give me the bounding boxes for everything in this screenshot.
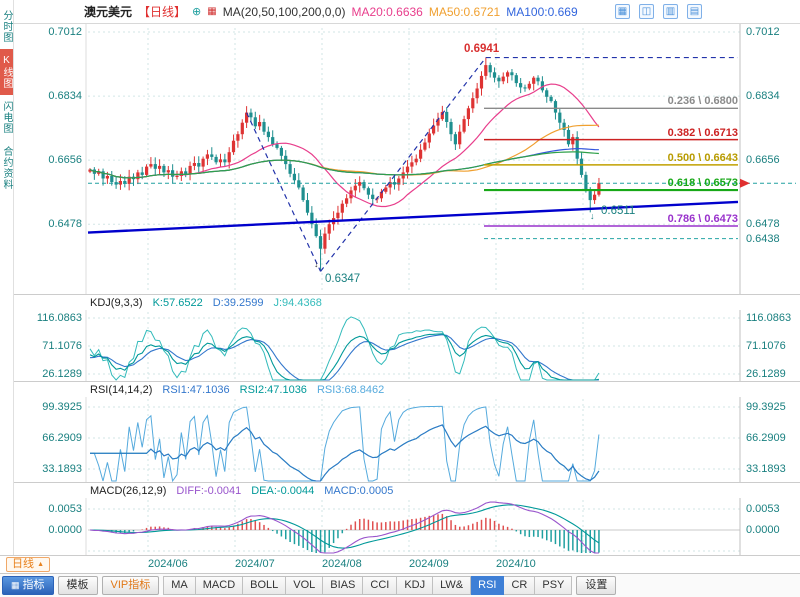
ma50-value: MA50:0.6721 xyxy=(428,4,501,19)
period-label: 【日线】 xyxy=(138,5,187,19)
price-axis-label: 0.6478 xyxy=(48,218,82,230)
layout-split-icon[interactable]: ▤ xyxy=(687,4,702,19)
toolbar-template-button[interactable]: 模板 xyxy=(57,576,98,595)
kdj-axis-label: 71.1076 xyxy=(746,340,786,352)
fib-level-0618: 0.618 \ 0.6573 xyxy=(667,177,738,189)
ma20-value: MA20:0.6636 xyxy=(351,4,423,19)
kdj-j-value: J:94.4368 xyxy=(273,296,322,309)
trough-price-annotation: 0.6347 xyxy=(325,273,361,285)
rsi-axis-label: 33.1893 xyxy=(746,463,786,475)
month-label: 2024/09 xyxy=(409,558,449,570)
tab-vol[interactable]: VOL xyxy=(286,576,324,595)
toolbar-vip-indicator-button[interactable]: VIP指标 xyxy=(101,576,160,595)
toolbar-indicator-button[interactable]: ▦ 指标 xyxy=(2,576,54,595)
tab-cr[interactable]: CR xyxy=(504,576,536,595)
bottom-toolbar: ▦ 指标 模板 VIP指标 MA MACD BOLL VOL BIAS CCI K… xyxy=(0,573,800,597)
indicator-icon: ▦ xyxy=(11,580,20,590)
sidebar-item-contract-info[interactable]: 合约资料 xyxy=(1,146,12,190)
month-label: 2024/10 xyxy=(496,558,536,570)
rsi-axis-label: 66.2909 xyxy=(746,432,786,444)
kdj-name: KDJ(9,3,3) xyxy=(90,296,143,309)
macd-axis-label: 0.0053 xyxy=(746,503,780,515)
kdj-chart[interactable] xyxy=(14,310,800,382)
macd-hist-value: MACD:0.0005 xyxy=(324,484,394,497)
kdj-d-value: D:39.2599 xyxy=(212,296,264,309)
rsi-name: RSI(14,14,2) xyxy=(90,383,153,396)
sidebar-item-kline[interactable]: K线图 xyxy=(0,49,13,95)
rsi-axis-label: 99.3925 xyxy=(42,401,82,413)
tab-bias[interactable]: BIAS xyxy=(323,576,364,595)
layout-columns-icon[interactable]: ◫ xyxy=(639,4,654,19)
kdj-indicator-section: KDJ(9,3,3) K:57.6522 D:39.2599 J:94.4368… xyxy=(14,294,800,382)
macd-indicator-section: MACD(26,12,9) DIFF:-0.0041 DEA:-0.0044 M… xyxy=(14,482,800,556)
month-label: 2024/06 xyxy=(148,558,188,570)
tab-rsi[interactable]: RSI xyxy=(471,576,505,595)
settings-button[interactable]: 设置 xyxy=(576,576,617,595)
trough-arrow-icon: ↓ xyxy=(314,259,319,269)
period-selector-button[interactable]: 日线 ▲ xyxy=(6,557,50,572)
symbol-name: 澳元美元 xyxy=(84,5,133,19)
macd-axis-label: 0.0000 xyxy=(48,524,82,536)
fib-level-0786: 0.786 \ 0.6473 xyxy=(667,213,738,225)
price-axis-label: 0.7012 xyxy=(48,26,82,38)
recent-low-annotation: 0.6511 xyxy=(601,205,636,217)
month-label: 2024/07 xyxy=(235,558,275,570)
kdj-axis-label: 71.1076 xyxy=(42,340,82,352)
kdj-k-value: K:57.6522 xyxy=(152,296,203,309)
price-axis-label: 0.6834 xyxy=(48,90,82,102)
chart-title-bar: 澳元美元 【日线】 ⊕ ▦ MA(20,50,100,200,0,0) MA20… xyxy=(14,0,800,24)
tab-psy[interactable]: PSY xyxy=(535,576,573,595)
ma100-value: MA100:0.669 xyxy=(506,4,578,19)
kdj-axis-label: 116.0863 xyxy=(746,312,792,324)
macd-name: MACD(26,12,9) xyxy=(90,484,167,497)
layout-rows-icon[interactable]: ▥ xyxy=(663,4,678,19)
ma-settings-label: MA(20,50,100,200,0,0) xyxy=(222,4,346,19)
fib-level-0500: 0.500 \ 0.6643 xyxy=(667,152,738,164)
price-chart-section: 0.7012 0.6834 0.6656 0.6478 0.7012 0.683… xyxy=(14,24,800,294)
tab-kdj[interactable]: KDJ xyxy=(397,576,434,595)
symbol-options-icon[interactable]: ⊕ xyxy=(192,6,202,18)
candlestick-icon: ▦ xyxy=(207,6,217,17)
tab-ma[interactable]: MA xyxy=(163,576,196,595)
kdj-axis-label: 26.1289 xyxy=(42,368,82,380)
macd-chart[interactable] xyxy=(14,498,800,556)
rsi3-value: RSI3:68.8462 xyxy=(316,383,385,396)
rsi-axis-label: 99.3925 xyxy=(746,401,786,413)
rsi-axis-label: 66.2909 xyxy=(42,432,82,444)
price-axis-label: 0.6438 xyxy=(746,233,780,245)
price-axis-label: 0.6478 xyxy=(746,218,780,230)
sidebar-item-lightning[interactable]: 闪电图 xyxy=(1,101,12,134)
rsi-indicator-section: RSI(14,14,2) RSI1:47.1036 RSI2:47.1036 R… xyxy=(14,381,800,483)
tab-macd[interactable]: MACD xyxy=(195,576,244,595)
time-axis: 日线 ▲ 2024/06 2024/07 2024/08 2024/09 202… xyxy=(0,555,800,573)
rsi-chart[interactable] xyxy=(14,397,800,483)
kdj-axis-label: 26.1289 xyxy=(746,368,786,380)
main-candlestick-chart[interactable] xyxy=(14,24,800,294)
fib-level-0236: 0.236 \ 0.6800 xyxy=(667,95,738,107)
macd-diff-value: DIFF:-0.0041 xyxy=(176,484,242,497)
macd-axis-label: 0.0053 xyxy=(48,503,82,515)
peak-price-annotation: 0.6941 xyxy=(464,43,500,55)
chevron-up-icon: ▲ xyxy=(37,561,44,568)
price-axis-label: 0.6834 xyxy=(746,90,780,102)
layout-grid-icon[interactable]: ▦ xyxy=(615,4,630,19)
macd-dea-value: DEA:-0.0044 xyxy=(251,484,315,497)
kdj-axis-label: 116.0863 xyxy=(36,312,82,324)
price-axis-label: 0.6656 xyxy=(48,154,82,166)
fib-level-0382: 0.382 \ 0.6713 xyxy=(667,127,738,139)
recent-low-arrow-icon: ↓ xyxy=(590,211,595,221)
rsi-axis-label: 33.1893 xyxy=(42,463,82,475)
rsi2-value: RSI2:47.1036 xyxy=(239,383,307,396)
tab-boll[interactable]: BOLL xyxy=(243,576,287,595)
price-axis-label: 0.6656 xyxy=(746,154,780,166)
rsi1-value: RSI1:47.1036 xyxy=(162,383,230,396)
sidebar-item-timeshare[interactable]: 分时图 xyxy=(1,10,12,43)
month-label: 2024/08 xyxy=(322,558,362,570)
chart-type-sidebar: 分时图 K线图 闪电图 合约资料 xyxy=(0,0,14,555)
macd-axis-label: 0.0000 xyxy=(746,524,780,536)
price-axis-label: 0.7012 xyxy=(746,26,780,38)
tab-lwr[interactable]: LW& xyxy=(433,576,472,595)
tab-cci[interactable]: CCI xyxy=(363,576,398,595)
